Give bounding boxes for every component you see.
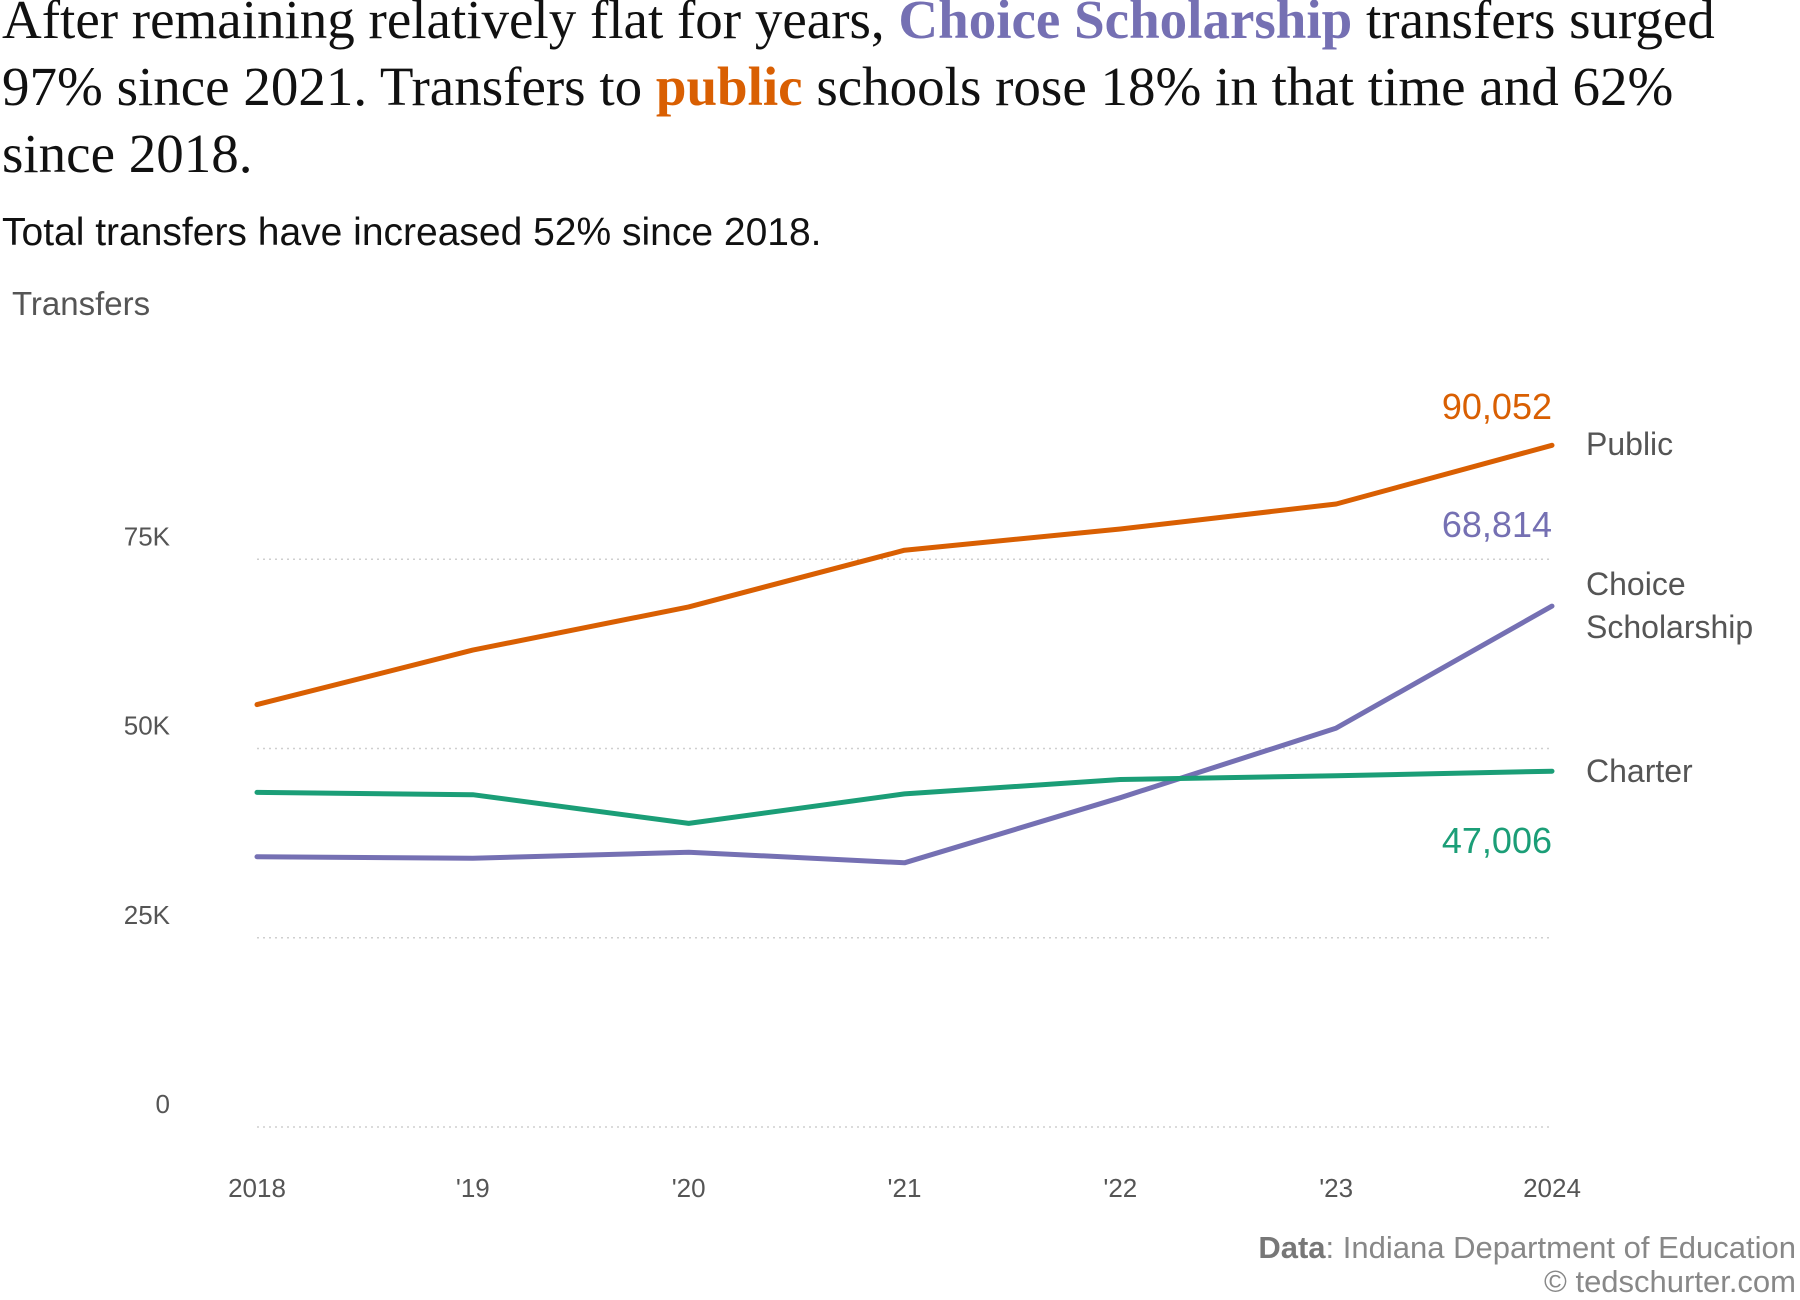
headline-part-3: schools rose 18% in that time and 62% si… — [2, 56, 1674, 184]
subtitle: Total transfers have increased 52% since… — [2, 211, 822, 254]
x-tick-label: '19 — [456, 1173, 490, 1203]
x-tick-label: '23 — [1319, 1173, 1353, 1203]
x-tick-label: '20 — [672, 1173, 706, 1203]
y-tick-label: 25K — [124, 900, 171, 930]
series-name-label-public: Public — [1586, 426, 1673, 462]
y-axis-ticks: 0 25K 50K 75K — [124, 521, 171, 1119]
gridlines — [257, 558, 1552, 1128]
headline-public: public — [655, 56, 803, 117]
end-value-label-charter: 47,006 — [1442, 820, 1552, 861]
x-axis-ticks: 2018 '19 '20 '21 '22 '23 2024 — [228, 1173, 1581, 1203]
y-tick-label: 75K — [124, 521, 171, 551]
headline-choice-scholarship: Choice Scholarship — [898, 0, 1353, 50]
data-source-text: : Indiana Department of Education — [1325, 1230, 1796, 1265]
series-line-charter — [254, 768, 1555, 826]
y-axis-title: Transfers — [12, 285, 150, 322]
x-tick-label: 2024 — [1523, 1173, 1581, 1203]
line-chart: Transfers 0 25K 50K 75K 2018 '19 '20 '21 '22 '23… — [12, 285, 1753, 1203]
x-tick-label: '21 — [888, 1173, 922, 1203]
end-value-label-choice-scholarship: 68,814 — [1442, 504, 1552, 545]
data-source: Data: Indiana Department of Education — [1258, 1230, 1796, 1266]
series-name-label-choice-scholarship: Choice Scholarship — [1586, 566, 1753, 645]
data-source-label: Data — [1258, 1230, 1326, 1265]
series-name-label-charter: Charter — [1586, 753, 1693, 789]
x-tick-label: '22 — [1103, 1173, 1137, 1203]
headline: After remaining relatively flat for year… — [2, 0, 1792, 187]
headline-part-1: After remaining relatively flat for year… — [2, 0, 899, 50]
series-line-choice-scholarship — [254, 603, 1555, 866]
copyright: © tedschurter.com — [1544, 1264, 1796, 1299]
series-labels: 90,052 Public 68,814 Choice Scholarship 47,00… — [1442, 386, 1753, 861]
y-tick-label: 50K — [124, 711, 171, 741]
series-lines — [254, 442, 1555, 866]
headline-part-2: transfers surged 97% since 2021. Transfe… — [2, 0, 1715, 117]
x-tick-label: 2018 — [228, 1173, 286, 1203]
y-tick-label: 0 — [156, 1089, 170, 1119]
end-value-label-public: 90,052 — [1442, 386, 1552, 427]
series-line-public — [254, 442, 1555, 708]
